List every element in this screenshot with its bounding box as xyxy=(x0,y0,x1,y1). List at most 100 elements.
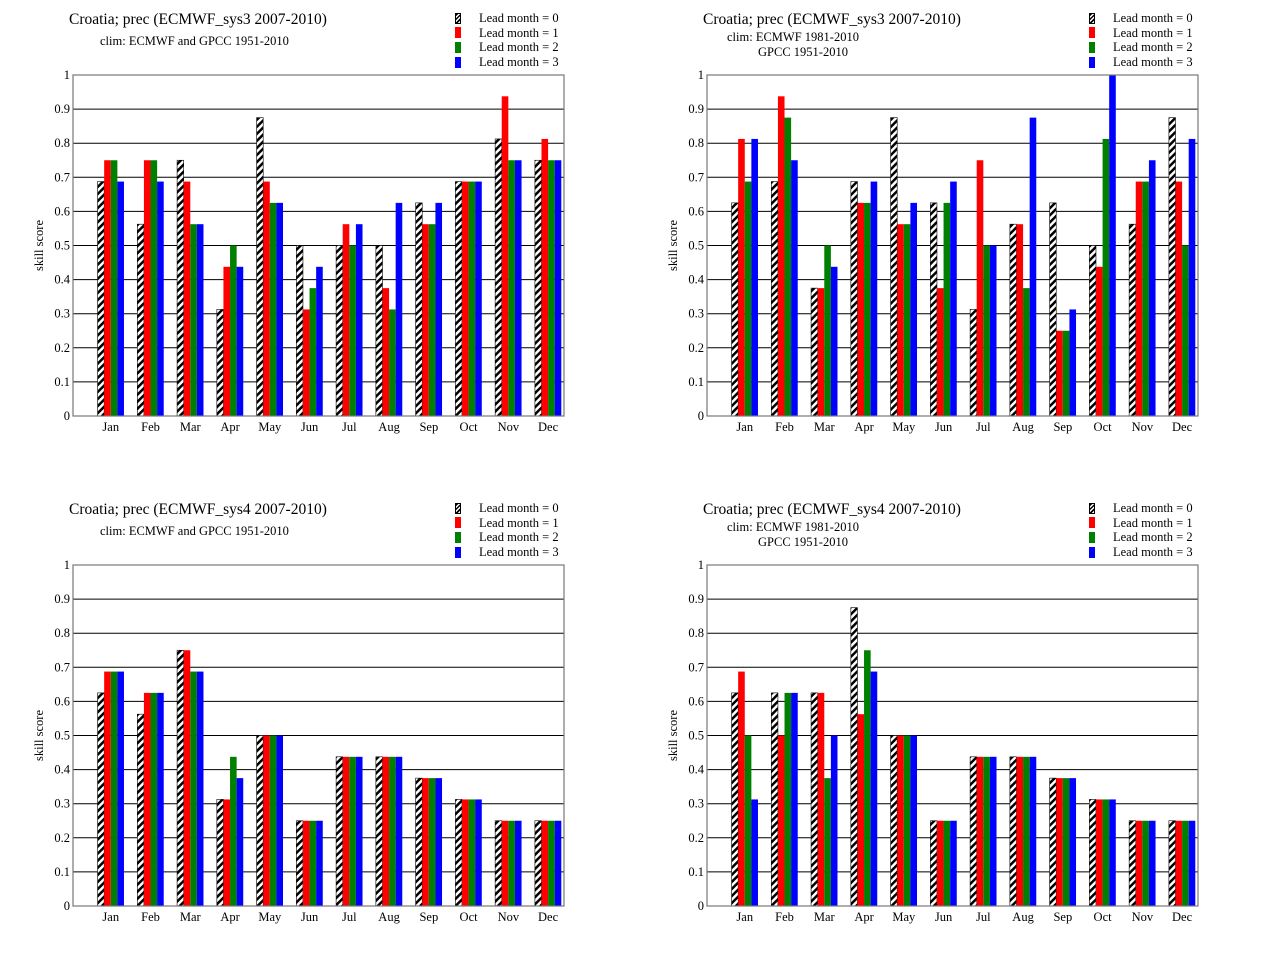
bar-jun-lead-1 xyxy=(936,288,944,416)
bar-dec-lead-0 xyxy=(1168,117,1176,417)
x-tick-label: Jul xyxy=(342,420,357,434)
bar-may-lead-0 xyxy=(256,735,264,907)
x-tick-label: Jun xyxy=(301,420,319,434)
y-tick-label: 0 xyxy=(64,409,70,423)
y-tick-label: 0.5 xyxy=(688,729,704,743)
x-tick-label: Jan xyxy=(102,910,119,924)
bar-jan-lead-3 xyxy=(117,181,124,416)
bar-jun-lead-0 xyxy=(296,245,304,417)
chart-subtitle-line-2: GPCC 1951-2010 xyxy=(758,535,848,549)
blue-swatch-icon xyxy=(455,546,461,558)
y-tick-label: 0.7 xyxy=(688,660,704,674)
legend-entry-lead-1: Lead month = 1 xyxy=(455,516,559,531)
bar-apr-lead-3 xyxy=(870,181,878,416)
chart-subtitle-line-1: clim: ECMWF and GPCC 1951-2010 xyxy=(100,34,289,48)
bar-feb-lead-3 xyxy=(791,160,798,416)
x-tick-label: Nov xyxy=(1132,910,1154,924)
legend-entry-lead-2: Lead month = 2 xyxy=(1089,530,1193,545)
bar-nov-lead-1 xyxy=(1135,820,1143,906)
bar-dec-lead-3 xyxy=(1188,138,1196,416)
y-axis-label: skill score xyxy=(666,710,680,761)
y-axis-label: skill score xyxy=(32,220,46,271)
chart-legend: Lead month = 0 Lead month = 1 Lead month… xyxy=(1089,501,1193,559)
bar-apr-lead-0 xyxy=(850,181,858,417)
bar-jan-lead-1 xyxy=(104,671,111,906)
bar-jun-lead-1 xyxy=(302,820,310,906)
y-tick-label: 0.2 xyxy=(54,831,70,845)
bar-mar-lead-0 xyxy=(810,287,818,417)
x-tick-label: Apr xyxy=(220,910,240,924)
bar-may-lead-0 xyxy=(890,735,898,907)
y-axis-label: skill score xyxy=(666,220,680,271)
x-tick-label: Jul xyxy=(976,420,991,434)
bar-sep-lead-2 xyxy=(1062,330,1070,416)
bar-nov-lead-3 xyxy=(1148,160,1156,416)
bar-feb-lead-3 xyxy=(791,692,798,906)
x-tick-label: Feb xyxy=(141,420,160,434)
red-swatch-icon xyxy=(1089,27,1095,39)
bar-mar-lead-0 xyxy=(810,692,818,907)
y-tick-label: 0.6 xyxy=(54,204,70,218)
bar-may-lead-3 xyxy=(276,202,283,416)
chart-subtitle-line-2: GPCC 1951-2010 xyxy=(758,45,848,59)
bar-feb-lead-3 xyxy=(157,692,164,906)
y-tick-label: 0.2 xyxy=(688,831,704,845)
bar-oct-lead-2 xyxy=(1102,799,1110,906)
legend-label: Lead month = 0 xyxy=(479,501,559,515)
bar-feb-lead-1 xyxy=(143,692,151,906)
bar-jul-lead-2 xyxy=(349,245,356,416)
y-tick-label: 0.5 xyxy=(54,239,70,253)
bar-jul-lead-0 xyxy=(969,756,978,907)
bar-sep-lead-1 xyxy=(422,778,429,906)
bar-mar-lead-3 xyxy=(196,671,204,906)
x-tick-label: Feb xyxy=(141,910,160,924)
y-tick-label: 0.4 xyxy=(688,273,704,287)
bar-may-lead-2 xyxy=(903,735,911,906)
bar-jan-lead-0 xyxy=(731,692,739,907)
x-tick-label: Jan xyxy=(736,420,753,434)
bar-feb-lead-1 xyxy=(143,160,151,416)
bar-dec-lead-2 xyxy=(548,160,555,416)
x-tick-label: May xyxy=(892,420,916,434)
bar-feb-lead-0 xyxy=(137,713,145,907)
bar-aug-lead-0 xyxy=(375,245,383,417)
x-tick-label: Mar xyxy=(814,420,836,434)
bar-apr-lead-2 xyxy=(230,245,237,416)
bar-apr-lead-1 xyxy=(223,799,231,906)
x-tick-label: Apr xyxy=(220,420,240,434)
bar-jul-lead-3 xyxy=(355,224,363,416)
x-tick-label: Sep xyxy=(1053,910,1072,924)
bar-jan-lead-3 xyxy=(751,799,758,906)
bar-oct-lead-3 xyxy=(1109,799,1116,906)
bar-feb-lead-1 xyxy=(777,735,785,906)
x-tick-label: Jun xyxy=(935,420,953,434)
green-swatch-icon xyxy=(1089,41,1095,53)
bar-nov-lead-2 xyxy=(1142,820,1149,906)
bar-nov-lead-3 xyxy=(514,820,522,906)
bar-jan-lead-2 xyxy=(744,735,752,906)
bar-jul-lead-2 xyxy=(349,756,356,906)
y-tick-label: 0.4 xyxy=(54,273,70,287)
x-tick-label: Nov xyxy=(498,420,520,434)
bar-dec-lead-1 xyxy=(1175,820,1183,906)
bar-jun-lead-1 xyxy=(302,309,310,416)
bar-dec-lead-0 xyxy=(1168,820,1176,907)
x-tick-label: Dec xyxy=(1172,910,1193,924)
x-tick-label: Oct xyxy=(1094,910,1113,924)
bar-mar-lead-2 xyxy=(824,778,831,906)
plot-frame xyxy=(706,564,1199,907)
green-swatch-icon xyxy=(1089,531,1095,543)
y-tick-label: 0.3 xyxy=(54,797,70,811)
bar-apr-lead-2 xyxy=(864,202,871,416)
bar-sep-lead-3 xyxy=(435,778,443,906)
bar-nov-lead-3 xyxy=(1148,820,1156,906)
bar-dec-lead-1 xyxy=(1175,181,1183,416)
legend-entry-lead-0: Lead month = 0 xyxy=(1089,501,1193,516)
bar-dec-lead-3 xyxy=(554,160,562,416)
bar-jan-lead-0 xyxy=(97,181,105,417)
bar-jun-lead-3 xyxy=(316,266,323,416)
legend-label: Lead month = 2 xyxy=(479,40,559,55)
bar-sep-lead-1 xyxy=(1056,330,1063,416)
bar-mar-lead-2 xyxy=(190,224,197,416)
y-tick-label: 1 xyxy=(64,68,70,82)
